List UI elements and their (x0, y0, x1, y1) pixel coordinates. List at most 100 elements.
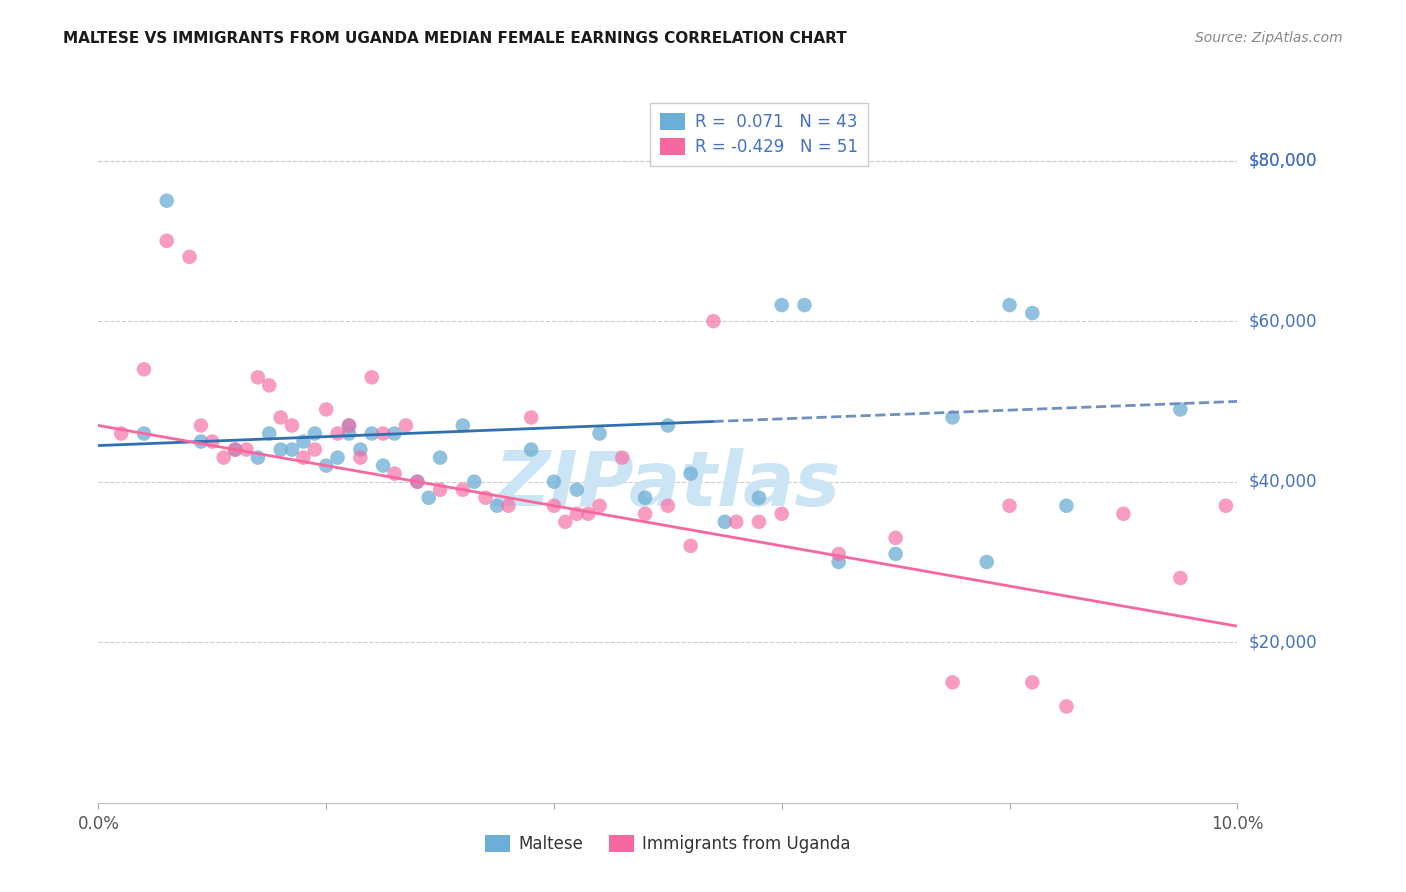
Point (770, 507, 793, 521)
Point (235, 442, 257, 457)
Point (304, 426, 326, 441)
Point (292, 450, 315, 465)
Point (588, 426, 610, 441)
Point (498, 499, 520, 513)
Point (156, 234, 179, 248)
Point (998, 499, 1021, 513)
Point (770, 298, 793, 312)
Point (543, 499, 565, 513)
Point (725, 515, 748, 529)
Point (520, 442, 543, 457)
Point (259, 426, 281, 441)
Point (884, 547, 907, 561)
Point (588, 499, 610, 513)
Point (828, 555, 851, 569)
Point (395, 418, 418, 433)
Point (486, 499, 509, 513)
Point (212, 450, 235, 465)
Point (349, 442, 371, 457)
Point (942, 675, 965, 690)
Point (337, 418, 360, 433)
Point (748, 515, 770, 529)
Point (315, 458, 337, 473)
Point (474, 491, 496, 505)
Point (406, 475, 429, 489)
Point (1056, 699, 1078, 714)
Point (373, 458, 395, 473)
Point (429, 483, 451, 497)
Point (1170, 402, 1192, 417)
Point (1021, 306, 1043, 320)
Text: $20,000: $20,000 (1249, 633, 1317, 651)
Point (132, 426, 155, 441)
Point (1215, 499, 1237, 513)
Point (451, 483, 474, 497)
Text: MALTESE VS IMMIGRANTS FROM UGANDA MEDIAN FEMALE EARNINGS CORRELATION CHART: MALTESE VS IMMIGRANTS FROM UGANDA MEDIAN… (63, 31, 846, 46)
Point (1056, 499, 1078, 513)
Point (292, 434, 315, 449)
Point (246, 450, 269, 465)
Point (1021, 675, 1043, 690)
Point (748, 491, 770, 505)
Point (270, 410, 292, 425)
Point (429, 450, 451, 465)
Point (451, 418, 474, 433)
Point (942, 410, 965, 425)
Point (360, 370, 382, 384)
Point (132, 362, 155, 376)
Point (679, 467, 702, 481)
Point (201, 434, 224, 449)
Point (110, 426, 132, 441)
Point (384, 426, 406, 441)
Point (565, 507, 588, 521)
Point (326, 426, 349, 441)
Point (406, 475, 429, 489)
Point (337, 426, 360, 441)
Point (259, 378, 281, 392)
Point (246, 370, 269, 384)
Point (576, 507, 599, 521)
Point (679, 539, 702, 553)
Point (1170, 571, 1192, 585)
Point (657, 499, 679, 513)
Point (315, 402, 337, 417)
Point (520, 410, 543, 425)
Point (281, 418, 304, 433)
Point (1112, 507, 1135, 521)
Point (463, 475, 485, 489)
Text: ZIPatlas: ZIPatlas (495, 448, 841, 522)
Point (702, 314, 724, 328)
Point (634, 507, 657, 521)
Point (349, 450, 371, 465)
Text: $40,000: $40,000 (1249, 473, 1317, 491)
Point (793, 298, 815, 312)
Text: $80,000: $80,000 (1249, 152, 1317, 169)
Point (190, 434, 212, 449)
Point (360, 426, 382, 441)
Point (190, 418, 212, 433)
Text: $80,000: $80,000 (1249, 152, 1317, 169)
Point (304, 442, 326, 457)
Point (998, 298, 1021, 312)
Point (224, 442, 246, 457)
Point (179, 250, 201, 264)
Point (270, 442, 292, 457)
Point (828, 547, 851, 561)
Point (554, 515, 576, 529)
Point (281, 442, 304, 457)
Point (224, 442, 246, 457)
Point (326, 450, 349, 465)
Point (884, 531, 907, 545)
Point (337, 418, 360, 433)
Point (565, 483, 588, 497)
Point (634, 491, 657, 505)
Text: Source: ZipAtlas.com: Source: ZipAtlas.com (1195, 31, 1343, 45)
Point (976, 555, 998, 569)
Point (373, 426, 395, 441)
Legend: Maltese, Immigrants from Uganda: Maltese, Immigrants from Uganda (478, 828, 858, 860)
Point (543, 475, 565, 489)
Point (384, 467, 406, 481)
Point (714, 515, 737, 529)
Point (657, 418, 679, 433)
Text: $60,000: $60,000 (1249, 312, 1317, 330)
